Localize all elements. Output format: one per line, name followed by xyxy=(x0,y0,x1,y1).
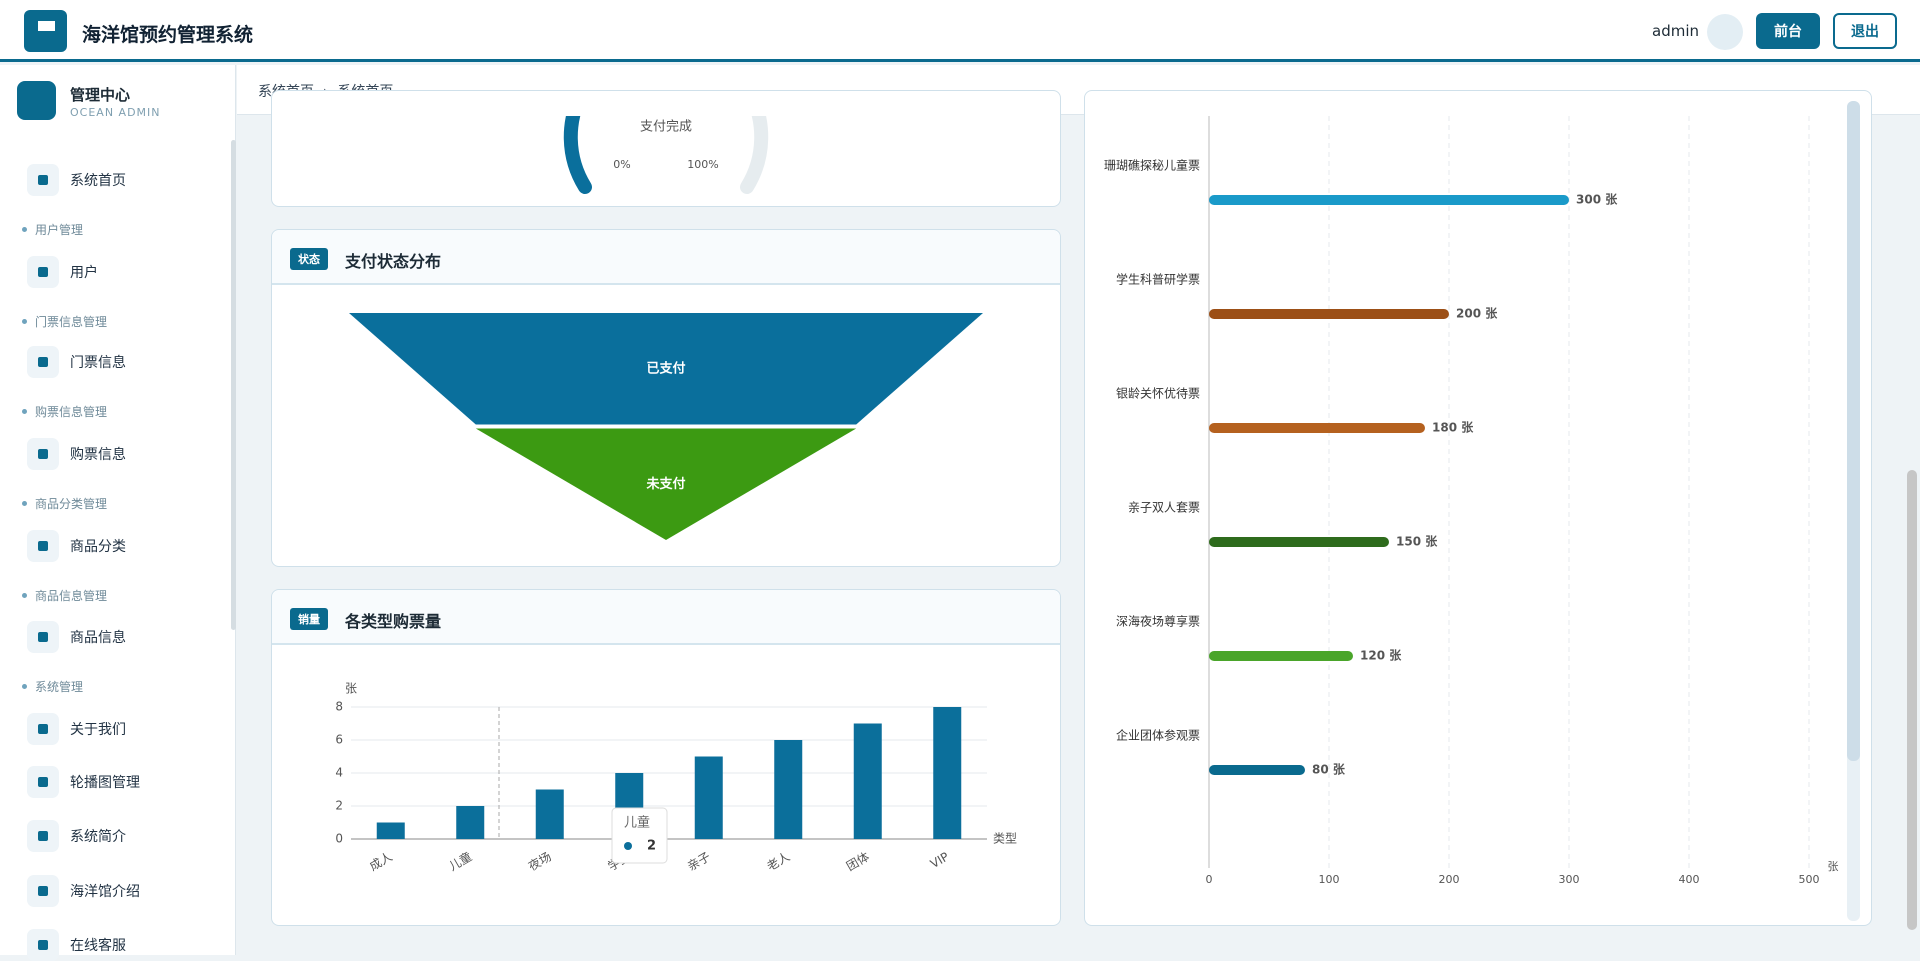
gauge-panel xyxy=(271,90,1061,207)
menu-icon xyxy=(27,875,59,907)
sidebar-subtitle: OCEAN ADMIN xyxy=(70,106,161,119)
menu-label[interactable]: 商品分类 xyxy=(70,539,126,555)
menu-icon xyxy=(27,256,59,288)
menu-group: 门票信息管理 xyxy=(22,313,107,330)
sidebar-title: 管理中心 xyxy=(70,86,131,104)
menu-group: 系统管理 xyxy=(22,678,83,695)
header: 海洋馆预约管理系统 admin 前台 退出 xyxy=(0,0,1920,62)
menu-label[interactable]: 商品信息 xyxy=(70,630,126,646)
menu-icon xyxy=(27,346,59,378)
menu-item[interactable]: 在线客服 xyxy=(27,929,126,961)
menu-label[interactable]: 轮播图管理 xyxy=(70,775,140,791)
menu-item[interactable]: 关于我们 xyxy=(27,713,126,745)
avatar[interactable] xyxy=(1707,14,1743,50)
menu-item[interactable]: 商品分类 xyxy=(27,530,126,562)
menu-label[interactable]: 系统简介 xyxy=(70,829,126,845)
menu-label[interactable]: 购票信息 xyxy=(70,447,126,463)
menu-icon xyxy=(27,713,59,745)
menu-icon xyxy=(27,164,59,196)
funnel-panel: 状态 支付状态分布 xyxy=(271,229,1061,567)
menu-item[interactable]: 商品信息 xyxy=(27,621,126,653)
menu-icon xyxy=(27,621,59,653)
front-button[interactable]: 前台 xyxy=(1756,13,1820,49)
app-title: 海洋馆预约管理系统 xyxy=(82,24,254,46)
panel-scrollbar[interactable] xyxy=(1847,101,1860,921)
menu-item[interactable]: 系统简介 xyxy=(27,820,126,852)
menu-icon xyxy=(27,929,59,961)
menu-icon xyxy=(27,530,59,562)
menu-group: 购票信息管理 xyxy=(22,403,107,420)
badge: 销量 xyxy=(290,608,328,630)
menu-item[interactable]: 用户 xyxy=(27,256,98,288)
bar-panel: 销量 各类型购票量 xyxy=(271,589,1061,926)
logo xyxy=(24,10,67,52)
menu-item[interactable]: 海洋馆介绍 xyxy=(27,875,140,907)
menu-label[interactable]: 门票信息 xyxy=(70,355,126,371)
badge: 状态 xyxy=(290,248,328,270)
menu-icon xyxy=(27,820,59,852)
menu-item[interactable]: 购票信息 xyxy=(27,438,126,470)
menu-group: 用户管理 xyxy=(22,221,83,238)
menu-group: 商品信息管理 xyxy=(22,587,107,604)
menu-icon xyxy=(27,766,59,798)
username: admin xyxy=(1652,22,1699,40)
sidebar: 管理中心 OCEAN ADMIN 系统首页用户管理用户门票信息管理门票信息购票信… xyxy=(0,65,236,961)
admin-icon xyxy=(17,81,56,120)
menu-group: 商品分类管理 xyxy=(22,495,107,512)
menu-item[interactable]: 系统首页 xyxy=(27,164,126,196)
menu-item[interactable]: 门票信息 xyxy=(27,346,126,378)
page-scrollbar[interactable] xyxy=(1907,470,1917,930)
menu-label[interactable]: 用户 xyxy=(70,265,98,281)
panel-title: 各类型购票量 xyxy=(345,612,442,631)
scroll-thumb[interactable] xyxy=(1847,101,1860,761)
menu-label[interactable]: 关于我们 xyxy=(70,722,126,738)
panel-title: 支付状态分布 xyxy=(345,252,442,271)
menu-icon xyxy=(27,438,59,470)
menu-item[interactable]: 轮播图管理 xyxy=(27,766,140,798)
menu-label[interactable]: 海洋馆介绍 xyxy=(70,884,140,900)
menu-label[interactable]: 系统首页 xyxy=(70,173,126,189)
scrollbar[interactable] xyxy=(231,140,236,630)
logout-button[interactable]: 退出 xyxy=(1833,13,1897,49)
hbar-panel xyxy=(1084,90,1872,926)
menu-label[interactable]: 在线客服 xyxy=(70,938,126,954)
